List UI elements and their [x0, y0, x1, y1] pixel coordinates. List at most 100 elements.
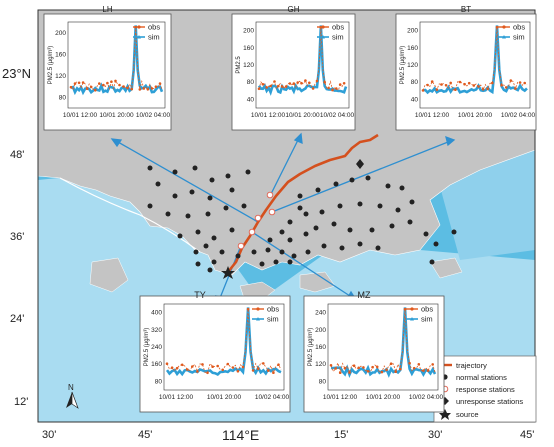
panel-title: MZ — [358, 290, 371, 300]
obs-line — [330, 309, 436, 374]
lon-label-114e: 114°E — [222, 427, 259, 443]
obs-point — [280, 85, 284, 88]
y-tick-label: 40 — [411, 96, 419, 103]
obs-point — [288, 82, 292, 85]
normal-station — [279, 229, 285, 235]
island-south — [299, 271, 336, 293]
y-tick-label: 80 — [319, 378, 327, 385]
y-axis-label: PM2.5 — [236, 56, 242, 74]
plot-area — [67, 21, 166, 109]
obs-point — [85, 87, 89, 91]
obs-point — [158, 82, 162, 85]
normal-station — [319, 209, 325, 215]
y-tick-label: 40 — [247, 96, 255, 103]
normal-station — [297, 205, 303, 211]
legend-sim-marker — [256, 317, 260, 321]
y-tick-label: 120 — [55, 73, 66, 80]
obs-point — [106, 81, 109, 85]
obs-point — [421, 89, 425, 92]
obs-point — [284, 85, 288, 88]
obs-point — [342, 82, 346, 85]
x-tick-label: 10/01 12:00 — [63, 112, 98, 119]
x-tick-label: 10/02 04:00 — [320, 112, 355, 119]
obs-point — [277, 84, 280, 88]
lon-label-30w: 30' — [42, 429, 56, 441]
response-station — [248, 228, 256, 236]
legend-source-label: source — [456, 410, 479, 419]
lat-label-12: 12' — [14, 396, 28, 408]
obs-point — [422, 369, 425, 372]
normal-station — [229, 187, 235, 193]
obs-point — [403, 307, 407, 311]
y-tick-label: 240 — [315, 310, 326, 317]
legend-obs-marker — [321, 25, 325, 29]
obs-point — [331, 88, 334, 92]
lon-label-45w: 45' — [138, 429, 152, 441]
obs-point — [399, 367, 402, 371]
obs-point — [110, 80, 113, 83]
obs-point — [348, 371, 351, 374]
arrow-head-gh — [293, 132, 303, 145]
plot-area — [255, 21, 350, 109]
normal-station — [211, 259, 217, 265]
normal-station — [185, 213, 191, 219]
obs-point — [352, 364, 356, 368]
y-tick-label: 80 — [155, 378, 163, 385]
normal-station — [287, 237, 293, 243]
obs-point — [380, 370, 384, 374]
response-station — [268, 208, 276, 216]
normal-station — [189, 189, 195, 195]
obs-point — [394, 370, 398, 374]
x-tick-label: 10/01 20:00 — [285, 112, 320, 119]
legend-sim-label: sim — [513, 33, 525, 42]
arrow-head-bt — [445, 135, 456, 147]
obs-point — [251, 369, 255, 372]
obs-point — [175, 366, 179, 370]
response-station — [266, 191, 274, 199]
obs-point — [300, 81, 303, 85]
y-tick-label: 160 — [55, 51, 66, 58]
normal-station — [451, 229, 457, 235]
obs-point — [504, 86, 508, 89]
obs-point — [426, 369, 430, 372]
obs-point — [256, 367, 260, 371]
normal-station — [423, 231, 429, 237]
y-tick-label: 200 — [407, 28, 418, 35]
sim-line — [422, 25, 528, 95]
obs-point — [165, 362, 169, 366]
x-tick-label: 10/01 12:00 — [159, 394, 194, 401]
obs-point — [430, 80, 434, 83]
y-axis-label: PM2.5 (µg/m³) — [144, 328, 150, 366]
obs-point — [329, 364, 333, 367]
y-tick-label: 200 — [315, 327, 326, 334]
normal-station — [193, 249, 199, 255]
normal-station — [303, 231, 309, 237]
north-label: N — [68, 383, 74, 392]
obs-point — [216, 364, 219, 368]
lon-label-30e: 30' — [428, 429, 442, 441]
obs-point — [463, 82, 466, 86]
normal-station — [251, 249, 257, 255]
legend-response-label: response stations — [456, 385, 515, 394]
obs-point — [362, 366, 365, 369]
obs-point — [385, 368, 388, 372]
obs-point — [154, 85, 158, 88]
obs-point — [265, 86, 269, 89]
normal-station — [315, 187, 321, 193]
normal-station — [385, 183, 391, 189]
obs-point — [191, 365, 194, 368]
panel-gh: GH PM2.5 40 80 120 160 200 10/01 12:00 10/01 20:… — [231, 5, 356, 131]
obs-point — [458, 80, 462, 84]
obs-point — [323, 80, 327, 84]
normal-station — [229, 227, 235, 233]
normal-station — [333, 181, 339, 187]
normal-station — [407, 219, 413, 225]
legend-sim-marker — [321, 35, 325, 39]
obs-point — [338, 371, 342, 375]
plot-area — [419, 21, 531, 109]
normal-station — [209, 177, 215, 183]
legend-obs-label: obs — [421, 305, 433, 314]
y-tick-label: 160 — [151, 361, 162, 368]
response-station — [237, 242, 245, 250]
